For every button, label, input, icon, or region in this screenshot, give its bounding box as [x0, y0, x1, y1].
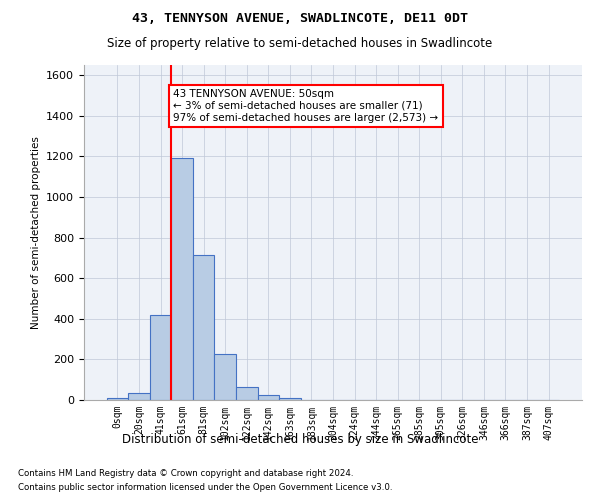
- Bar: [150, 314, 172, 400]
- Bar: [236, 387, 257, 400]
- Bar: [128, 393, 150, 400]
- Bar: [257, 395, 279, 400]
- Y-axis label: Number of semi-detached properties: Number of semi-detached properties: [31, 136, 41, 329]
- Bar: [279, 398, 301, 400]
- Bar: [172, 158, 193, 400]
- Bar: [107, 398, 128, 400]
- Bar: [193, 255, 214, 400]
- Text: Size of property relative to semi-detached houses in Swadlincote: Size of property relative to semi-detach…: [107, 38, 493, 51]
- Text: Contains HM Land Registry data © Crown copyright and database right 2024.: Contains HM Land Registry data © Crown c…: [18, 468, 353, 477]
- Bar: [214, 354, 236, 400]
- Text: Contains public sector information licensed under the Open Government Licence v3: Contains public sector information licen…: [18, 484, 392, 492]
- Text: 43, TENNYSON AVENUE, SWADLINCOTE, DE11 0DT: 43, TENNYSON AVENUE, SWADLINCOTE, DE11 0…: [132, 12, 468, 26]
- Text: 43 TENNYSON AVENUE: 50sqm
← 3% of semi-detached houses are smaller (71)
97% of s: 43 TENNYSON AVENUE: 50sqm ← 3% of semi-d…: [173, 90, 439, 122]
- Text: Distribution of semi-detached houses by size in Swadlincote: Distribution of semi-detached houses by …: [122, 432, 478, 446]
